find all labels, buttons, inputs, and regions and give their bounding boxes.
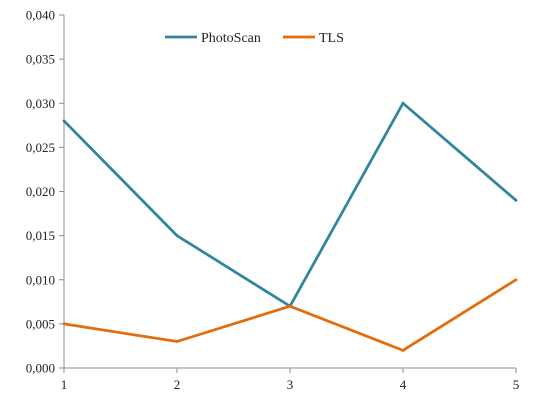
data-point-photoscan — [514, 198, 518, 202]
series-line-photoscan — [63, 101, 517, 309]
x-tick-label: 5 — [513, 377, 520, 392]
axes: 0,000 0,005 0,010 0,015 0,020 0,025 0,030 0,035… — [26, 8, 520, 393]
data-point-tls — [175, 340, 179, 343]
x-tick-label: 4 — [400, 377, 407, 392]
x-tick-label: 3 — [287, 377, 294, 392]
x-tick-label: 1 — [61, 377, 68, 392]
series-layer — [62, 101, 518, 352]
data-point-tls — [62, 322, 66, 326]
legend: PhotoScan TLS — [165, 31, 344, 46]
legend-label-tls: TLS — [319, 31, 344, 46]
data-point-tls — [514, 278, 518, 282]
y-tick-label: 0,035 — [26, 52, 55, 67]
y-tick-label: 0,005 — [26, 316, 55, 331]
data-point-tls — [401, 348, 405, 352]
x-tick-label: 2 — [174, 377, 181, 392]
data-point-photoscan — [401, 101, 405, 105]
y-tick-label: 0,025 — [26, 140, 55, 155]
y-tick-label: 0,000 — [26, 361, 55, 376]
y-tick-label: 0,015 — [26, 228, 55, 243]
data-point-photoscan — [175, 234, 179, 238]
y-tick-label: 0,010 — [26, 272, 55, 287]
y-tick-label: 0,030 — [26, 96, 55, 111]
data-point-photoscan — [62, 119, 66, 123]
legend-label-photoscan: PhotoScan — [201, 31, 261, 46]
series-line-tls — [63, 278, 517, 352]
y-tick-label: 0,040 — [26, 8, 55, 23]
data-point-tls — [288, 304, 292, 308]
y-tick-label: 0,020 — [26, 184, 55, 199]
